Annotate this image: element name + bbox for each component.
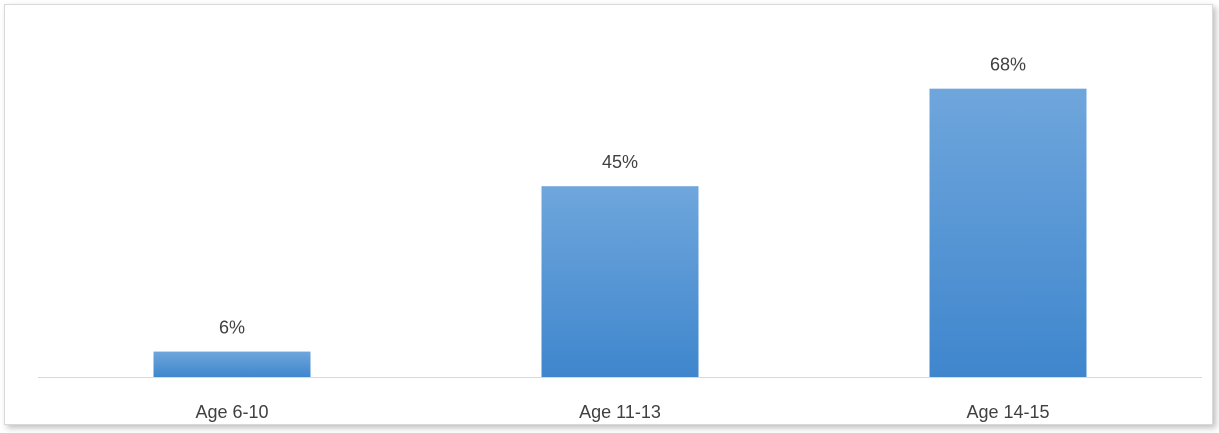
bar-2 bbox=[929, 88, 1087, 378]
x-tick-label-1: Age 11-13 bbox=[579, 402, 661, 422]
data-label-0: 6% bbox=[219, 318, 245, 338]
x-tick-label-2: Age 14-15 bbox=[966, 402, 1049, 422]
bars-group bbox=[153, 88, 1087, 378]
x-tick-label-0: Age 6-10 bbox=[195, 402, 268, 422]
data-label-2: 68% bbox=[990, 55, 1026, 75]
data-label-1: 45% bbox=[602, 152, 638, 172]
bar-0 bbox=[153, 351, 311, 377]
bar-1 bbox=[541, 186, 699, 377]
labels-group: 6% Age 6-10 45% Age 11-13 68% Age 14-15 bbox=[195, 55, 1049, 422]
